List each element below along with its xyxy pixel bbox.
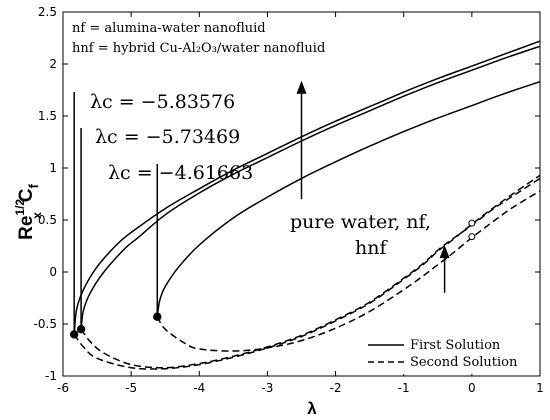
- y-tick-label: 1: [49, 161, 57, 175]
- x-tick-label: -4: [193, 381, 205, 395]
- critical-points-layer: [69, 80, 476, 339]
- legend-first-solution: First Solution: [410, 338, 501, 353]
- y-tick-label: 0: [49, 265, 57, 279]
- critical-label-water: λc = −4.61663: [108, 162, 253, 184]
- y-tick-label: 2.5: [38, 5, 57, 19]
- legend: First Solution Second Solution: [360, 330, 536, 374]
- y-tick-label: 0.5: [38, 213, 57, 227]
- x-tick-label: -3: [261, 381, 273, 395]
- y-label-sup: 1/2: [13, 199, 27, 216]
- critical-point: [76, 325, 86, 334]
- y-tick-label: 1.5: [38, 109, 57, 123]
- y-tick-label: -0.5: [34, 317, 57, 331]
- series-line-pure-water-second: [156, 190, 541, 352]
- ticks-layer: -6 -5 -4 -3 -2 -1 0 1 -1 -0.5 0 0.5 1 1.5 2 2.5: [34, 5, 544, 395]
- y-tick-label: -1: [45, 369, 57, 383]
- y-label-main: Re: [16, 216, 37, 240]
- critical-label-hnf: λc = −5.83576: [90, 91, 235, 113]
- note-nf: nf = alumina-water nanofluid: [72, 21, 266, 36]
- critical-label-nf: λc = −5.73469: [95, 126, 240, 148]
- y-axis-label: Re1/2 x Cf: [13, 183, 44, 239]
- note-hnf: hnf = hybrid Cu-Al₂O₃/water nanofluid: [72, 41, 325, 56]
- series-line-pure-water-first: [156, 80, 541, 317]
- upper-arrow-head: [296, 80, 307, 94]
- x-tick-label: 0: [468, 381, 476, 395]
- y-label-rest: C: [16, 188, 37, 202]
- x-tick-label: -1: [398, 381, 410, 395]
- y-label-sub: x: [30, 212, 44, 219]
- critical-point: [153, 312, 162, 321]
- open-marker: [468, 233, 476, 241]
- arrow-label-line2: hnf: [355, 237, 388, 259]
- plot-frame: [62, 11, 541, 377]
- y-tick-label: 2: [49, 57, 57, 71]
- lower-arrow-head: [439, 245, 450, 259]
- x-tick-label: 1: [536, 381, 544, 395]
- arrow-label-line1: pure water, nf,: [290, 211, 431, 233]
- series-line-hnf-first: [73, 40, 541, 335]
- x-tick-label: -2: [330, 381, 342, 395]
- open-marker: [468, 219, 476, 227]
- x-axis-label: λ: [307, 399, 317, 418]
- x-tick-label: -5: [125, 381, 137, 395]
- x-tick-label: -6: [57, 381, 69, 395]
- series-line-hnf-second: [73, 174, 541, 370]
- series-line-nf-first: [80, 45, 541, 330]
- legend-second-solution: Second Solution: [410, 355, 518, 370]
- y-label-sub2: f: [26, 183, 41, 188]
- critical-point: [69, 330, 79, 339]
